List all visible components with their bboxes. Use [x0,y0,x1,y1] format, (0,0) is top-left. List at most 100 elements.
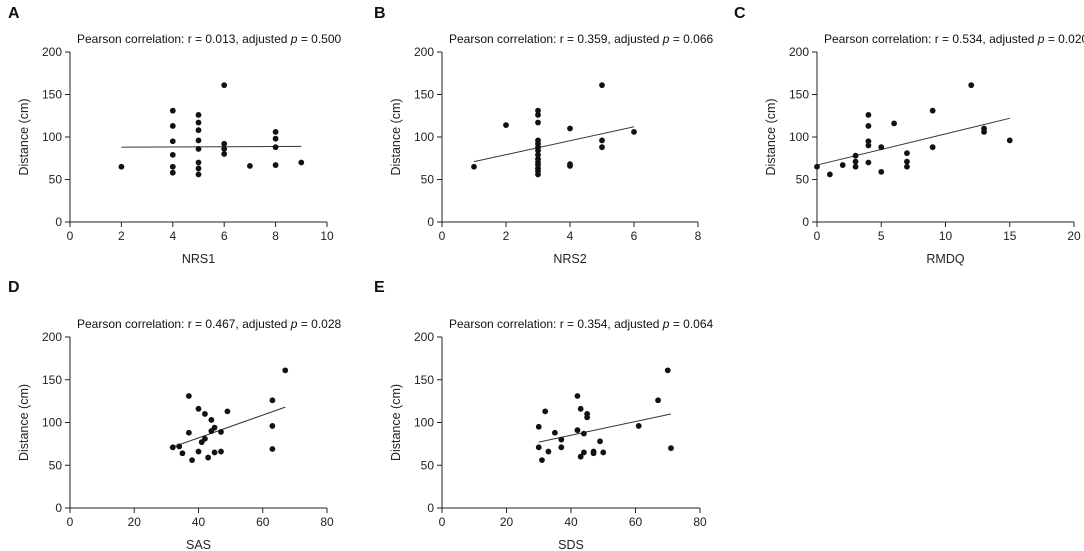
data-point [195,171,202,178]
data-point [221,140,228,147]
data-point [211,449,218,456]
data-point [185,393,192,399]
data-point [567,125,573,132]
data-point [269,423,276,429]
scatter-panel-d: D Pearson correlation: r = 0.467, adjuste… [0,275,362,551]
data-point [169,123,176,129]
y-tick-label: 50 [49,458,63,472]
y-tick-label: 150 [414,88,434,102]
y-tick-label: 100 [42,416,62,430]
data-point [839,162,846,168]
data-point [599,144,605,151]
annotation-prefix: Pearson correlation: r = 0.534, adjusted [824,32,1038,46]
x-tick-label: 20 [500,515,514,529]
data-point [599,82,605,89]
data-point [189,457,195,464]
data-point [814,163,820,170]
data-point [904,158,910,165]
y-tick-label: 150 [42,88,62,102]
y-tick-label: 50 [49,173,63,187]
data-point [221,82,228,89]
panel-label: A [8,5,20,22]
data-point [574,393,581,399]
panel-label: D [8,279,20,296]
data-point [631,129,637,135]
y-tick-label: 200 [42,45,62,59]
y-axis-label: Distance (cm) [389,98,403,175]
x-tick-label: 0 [67,515,74,529]
data-point [542,408,549,415]
scatter-panel-a: A Pearson correlation: r = 0.013, adjuste… [0,0,362,275]
data-point [272,162,279,168]
data-point [169,107,176,114]
x-tick-label: 80 [693,515,707,529]
data-point [865,112,872,118]
data-point [176,443,183,450]
y-tick-label: 100 [414,130,434,144]
data-point [195,405,202,412]
data-point [269,397,276,404]
y-tick-label: 200 [789,45,809,59]
data-point [664,367,671,374]
data-point [539,457,545,464]
data-point [535,112,541,118]
data-point [169,169,176,176]
data-point [224,408,231,415]
regression-line [538,413,672,443]
regression-line [473,126,635,163]
data-point [577,405,584,412]
data-point [195,159,202,166]
x-axis-label: RMDQ [926,252,964,266]
x-tick-label: 6 [631,229,638,243]
y-tick-label: 0 [55,501,62,515]
data-point [218,448,224,455]
y-axis-label: Distance (cm) [17,384,31,461]
data-point [535,156,541,163]
data-point [599,137,605,144]
data-point [929,144,936,151]
data-point [574,427,581,434]
panel-label: B [374,5,386,22]
data-point [535,137,541,144]
x-axis-label: NRS1 [182,252,215,266]
correlation-annotation: Pearson correlation: r = 0.359, adjusted… [449,32,714,46]
x-tick-label: 4 [567,229,574,243]
data-point [981,125,987,132]
data-point [577,453,584,460]
data-point [535,423,542,430]
x-tick-label: 4 [169,229,176,243]
x-tick-label: 0 [439,229,446,243]
data-point [169,151,176,158]
data-point [169,138,176,145]
y-axis-label: Distance (cm) [17,98,31,175]
data-point [218,429,224,435]
data-point [195,112,202,118]
y-tick-label: 200 [414,330,434,344]
x-tick-label: 10 [939,229,953,243]
annotation-p-symbol: p [1037,32,1045,46]
data-point [865,138,872,145]
data-point [635,423,642,429]
correlation-annotation: Pearson correlation: r = 0.013, adjusted… [77,32,342,46]
annotation-prefix: Pearson correlation: r = 0.354, adjusted [449,317,663,331]
annotation-p-symbol: p [662,32,670,46]
x-tick-label: 8 [272,229,279,243]
y-tick-label: 100 [414,416,434,430]
data-point [852,163,859,170]
data-point [826,171,833,178]
data-point [597,438,603,445]
data-point [195,146,202,152]
data-point [891,120,897,127]
x-tick-label: 60 [256,515,270,529]
x-tick-label: 6 [221,229,228,243]
data-point [202,411,208,417]
data-point [584,414,591,421]
annotation-p-symbol: p [290,317,298,331]
data-point [865,123,872,129]
y-tick-label: 50 [796,173,810,187]
annotation-p-value: = 0.028 [297,317,341,331]
regression-line [816,117,1010,166]
data-point [581,430,587,437]
data-point [118,163,125,170]
y-tick-label: 150 [42,373,62,387]
